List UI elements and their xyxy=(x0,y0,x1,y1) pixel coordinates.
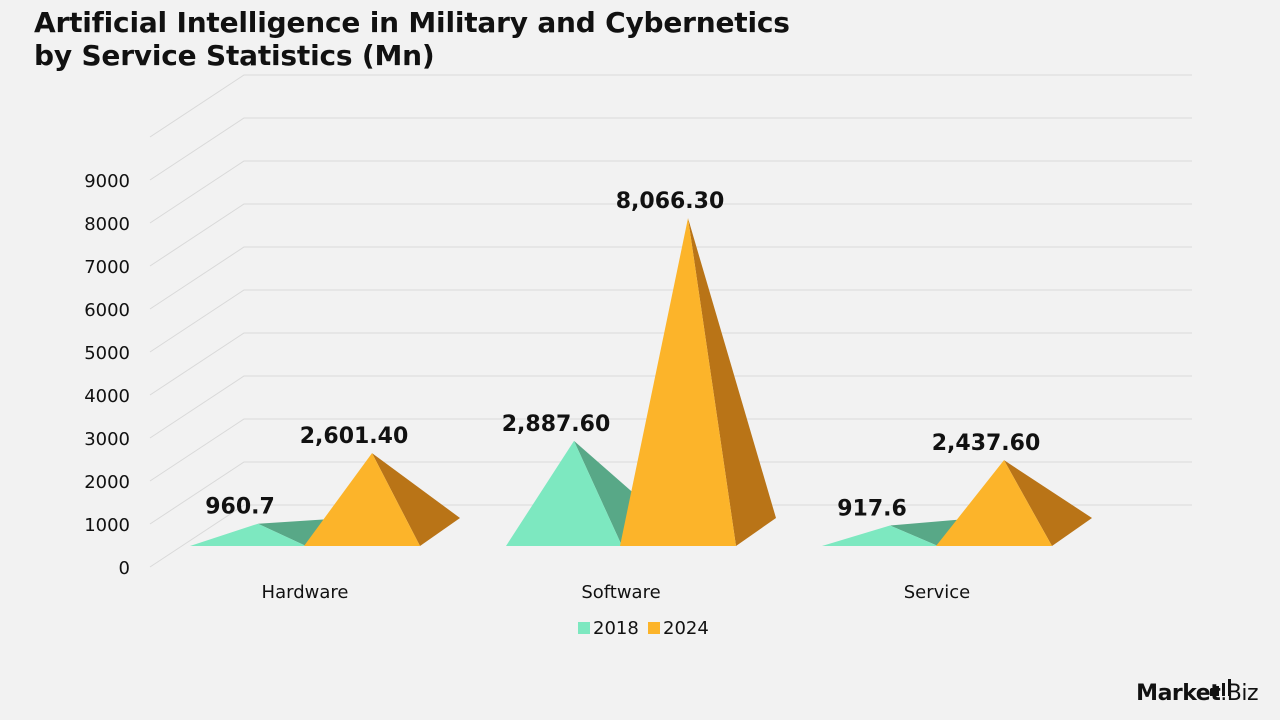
pyramid-front-2024-hardware xyxy=(304,453,420,546)
legend-label-2018: 2018 xyxy=(593,618,639,639)
gridline xyxy=(149,160,1192,224)
brand-tld: .Biz xyxy=(1220,681,1258,706)
y-tick-label: 2000 xyxy=(84,472,130,493)
pyramid-front-2018-hardware xyxy=(190,523,306,546)
brand-wordmark: Market.Biz xyxy=(1136,682,1258,706)
data-label: 917.6 xyxy=(837,497,907,522)
legend-label-2024: 2024 xyxy=(663,618,709,639)
pyramid-side-2024-service xyxy=(1004,460,1092,546)
y-tick-label: 5000 xyxy=(84,343,130,364)
data-label: 2,887.60 xyxy=(502,412,611,437)
gridline xyxy=(149,246,1192,310)
data-label: 2,437.60 xyxy=(932,431,1041,456)
data-label: 8,066.30 xyxy=(616,189,725,214)
legend-swatch-2024 xyxy=(648,622,660,634)
gridline xyxy=(149,289,1192,353)
y-tick-label: 1000 xyxy=(84,515,130,536)
y-tick-label: 6000 xyxy=(84,300,130,321)
gridline xyxy=(149,74,1192,138)
chart-title-line-2: by Service Statistics (Mn) xyxy=(34,39,435,72)
gridline xyxy=(149,117,1192,181)
pyramid-front-2024-software xyxy=(620,218,736,546)
pyramid-side-2024-hardware xyxy=(372,453,460,546)
x-tick-label-service: Service xyxy=(904,582,971,603)
brand-name: Market xyxy=(1136,681,1221,706)
legend-swatch-2018 xyxy=(578,622,590,634)
gridline xyxy=(149,504,1192,568)
data-label: 960.7 xyxy=(205,495,275,520)
chart-title-line-1: Artificial Intelligence in Military and … xyxy=(34,6,790,39)
y-tick-label: 7000 xyxy=(84,257,130,278)
chart-title: Artificial Intelligence in Military and … xyxy=(34,6,894,72)
gridline xyxy=(149,418,1192,482)
x-tick-label-software: Software xyxy=(581,582,660,603)
gridline xyxy=(149,375,1192,439)
bar-chart-icon xyxy=(1210,679,1231,696)
pyramid-front-2018-software xyxy=(506,440,622,546)
y-tick-label: 8000 xyxy=(84,214,130,235)
y-tick-label: 3000 xyxy=(84,429,130,450)
x-tick-label-hardware: Hardware xyxy=(262,582,349,603)
gridline xyxy=(149,203,1192,267)
y-tick-label: 0 xyxy=(119,558,130,579)
gridline xyxy=(149,461,1192,525)
pyramid-front-2018-service xyxy=(822,525,938,546)
brand-logo: Market.Biz xyxy=(1136,666,1258,706)
pyramid-front-2024-service xyxy=(936,460,1052,546)
y-tick-label: 4000 xyxy=(84,386,130,407)
gridline xyxy=(149,332,1192,396)
pyramid-side-2024-software xyxy=(688,218,776,546)
y-tick-label: 9000 xyxy=(84,171,130,192)
data-label: 2,601.40 xyxy=(300,424,409,449)
